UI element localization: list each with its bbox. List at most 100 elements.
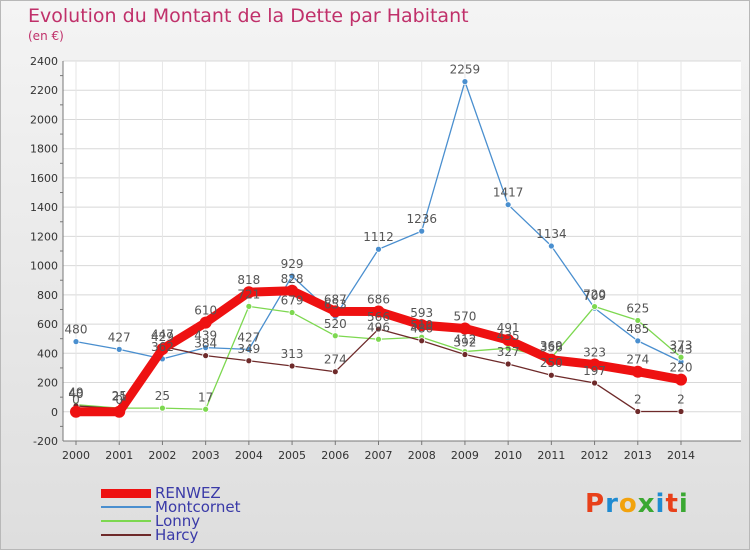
data-point-renwez [502, 334, 515, 347]
data-label-lonny: 25 [112, 389, 127, 403]
legend-label: Lonny [155, 512, 201, 530]
data-point-renwez [329, 305, 342, 318]
y-tick-label: 1000 [30, 260, 58, 273]
data-point-montcornet [245, 345, 253, 353]
x-tick-label: 2010 [494, 449, 522, 462]
x-tick-label: 2002 [148, 449, 176, 462]
data-label-renwez: 356 [540, 341, 563, 355]
data-label-renwez: 828 [281, 272, 304, 286]
y-tick-label: 1400 [30, 201, 58, 214]
data-point-renwez [372, 305, 385, 318]
data-point-lonny [202, 405, 210, 413]
y-tick-label: -200 [33, 435, 58, 448]
data-label-montcornet: 2259 [450, 63, 481, 77]
data-label-renwez: 593 [410, 306, 433, 320]
data-point-montcornet [375, 245, 382, 253]
data-label-harcy: 197 [583, 364, 606, 378]
data-point-harcy [547, 371, 555, 379]
y-tick-label: 800 [37, 289, 58, 302]
data-point-montcornet [547, 242, 555, 250]
data-point-renwez [545, 353, 558, 366]
data-point-lonny [245, 302, 253, 310]
x-tick-label: 2014 [667, 449, 695, 462]
data-point-harcy [288, 362, 296, 370]
data-point-harcy [461, 351, 469, 358]
data-label-montcornet: 929 [281, 257, 304, 271]
data-label-renwez: 274 [626, 353, 649, 367]
legend: RENWEZ Montcornet Lonny Harcy [101, 486, 240, 544]
legend-swatch [101, 520, 151, 522]
legend-item-renwez: RENWEZ [101, 486, 240, 501]
logo-letter: o [618, 489, 638, 519]
legend-swatch [101, 534, 151, 536]
data-point-lonny [634, 317, 642, 324]
data-point-montcornet [504, 201, 512, 209]
data-point-montcornet [115, 345, 123, 353]
legend-swatch [101, 488, 151, 498]
data-label-renwez: 220 [670, 361, 693, 375]
data-point-lonny [375, 335, 382, 343]
data-label-lonny: 369 [540, 339, 563, 353]
data-point-harcy [634, 408, 642, 415]
data-label-montcornet: 709 [583, 289, 606, 303]
data-label-montcornet: 427 [108, 330, 131, 344]
logo-letter: x [637, 489, 656, 519]
data-label-montcornet: 1236 [406, 212, 437, 226]
data-label-lonny: 679 [281, 294, 304, 308]
data-point-harcy [418, 337, 426, 345]
data-label-harcy: 250 [540, 356, 563, 370]
data-point-renwez [199, 316, 212, 329]
data-label-renwez: 687 [324, 292, 347, 306]
data-point-harcy [504, 360, 512, 368]
data-label-renwez: 686 [367, 293, 390, 307]
legend-item-lonny: Lonny [101, 512, 240, 530]
data-point-lonny [288, 309, 296, 316]
logo-letter: t [665, 489, 679, 519]
data-point-harcy [591, 379, 598, 387]
data-label-lonny: 17 [198, 390, 213, 404]
data-point-harcy [331, 368, 339, 376]
data-point-renwez [70, 405, 82, 418]
y-tick-label: 2400 [30, 55, 58, 68]
x-tick-label: 2013 [624, 449, 652, 462]
x-tick-label: 2000 [62, 449, 90, 462]
logo-letter: i [678, 489, 689, 519]
y-tick-label: 200 [37, 377, 58, 390]
y-tick-label: 1200 [30, 230, 58, 243]
data-label-renwez: 491 [497, 321, 520, 335]
data-label-harcy: 566 [367, 310, 390, 324]
data-label-lonny: 520 [324, 317, 347, 331]
data-point-lonny [159, 404, 166, 412]
data-label-montcornet: 485 [626, 322, 649, 336]
data-point-renwez [631, 365, 644, 378]
data-point-lonny [677, 353, 685, 361]
data-label-harcy: 2 [634, 392, 642, 406]
legend-item-montcornet: Montcornet [101, 500, 240, 515]
logo-letter: i [655, 489, 666, 519]
data-point-lonny [591, 303, 598, 310]
data-label-lonny: 435 [497, 329, 520, 343]
logo-letter: P [585, 489, 606, 519]
legend-item-harcy: Harcy [101, 526, 240, 544]
y-tick-label: 400 [37, 347, 58, 360]
data-label-lonny: 496 [367, 320, 390, 334]
data-label-renwez: 0 [72, 393, 80, 407]
data-point-renwez [415, 319, 428, 332]
data-label-harcy: 384 [194, 337, 217, 351]
data-label-lonny: 412 [453, 333, 476, 347]
data-label-montcornet: 653 [324, 297, 347, 311]
data-label-harcy: 392 [453, 335, 476, 349]
data-point-renwez [242, 286, 255, 299]
legend-label: Harcy [155, 526, 199, 544]
data-label-lonny: 720 [583, 288, 606, 302]
data-label-lonny: 25 [155, 389, 170, 403]
data-label-montcornet: 1417 [493, 186, 524, 200]
data-label-renwez: 323 [583, 346, 606, 360]
x-tick-label: 2007 [365, 449, 393, 462]
y-tick-label: 1600 [30, 172, 58, 185]
data-label-lonny: 373 [670, 338, 693, 352]
data-label-montcornet: 1112 [363, 230, 394, 244]
x-tick-label: 2006 [321, 449, 349, 462]
